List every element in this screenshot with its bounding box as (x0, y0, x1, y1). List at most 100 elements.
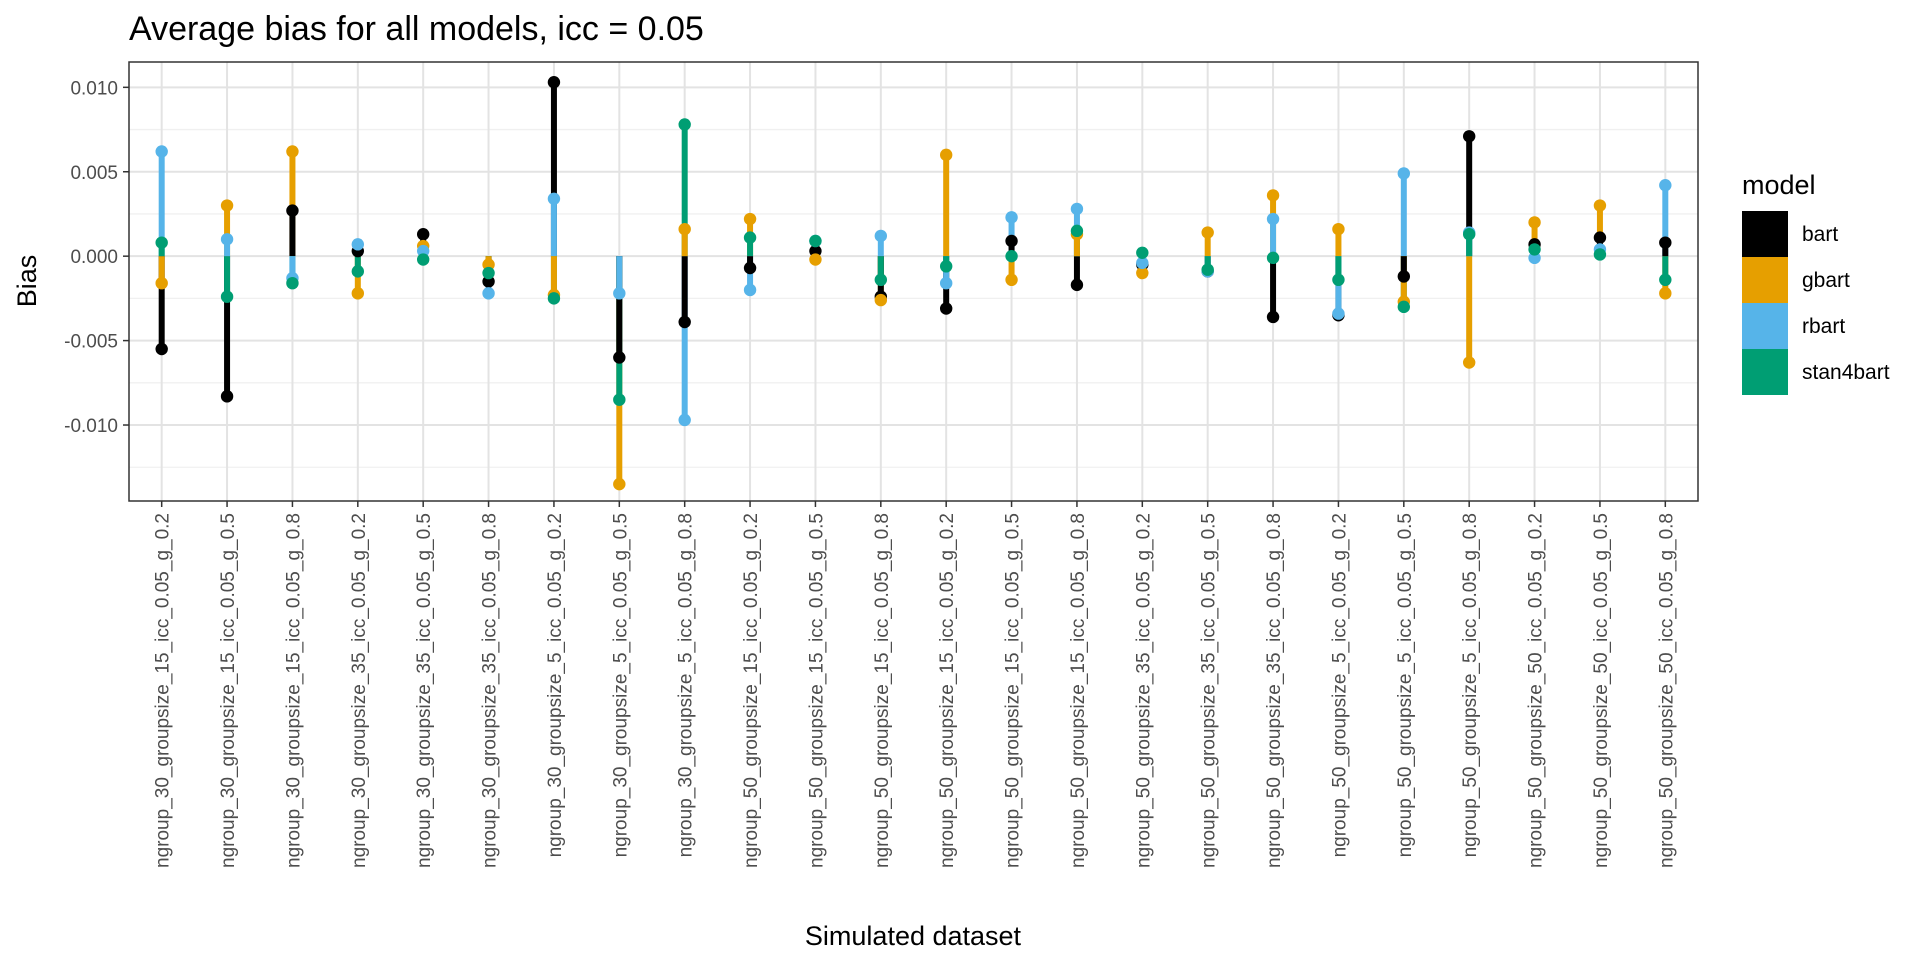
x-tick-label: ngroup_30_groupsize_15_icc_0.05_g_0.2 (153, 513, 174, 868)
point-bart (155, 342, 168, 356)
point-stan4bart (1397, 300, 1411, 314)
y-tick-label: 0.010 (70, 78, 118, 99)
x-tick-label: ngroup_50_groupsize_15_icc_0.05_g_0.2 (937, 513, 958, 868)
point-stan4bart (874, 273, 888, 287)
point-gbart (1332, 222, 1345, 236)
point-bart (1593, 231, 1607, 244)
point-bart (1462, 130, 1476, 143)
point-gbart (1201, 226, 1214, 239)
x-tick-label: ngroup_50_groupsize_5_icc_0.05_g_0.2 (1329, 513, 1350, 857)
point-stan4bart (1201, 263, 1214, 276)
point-rbart (1659, 179, 1672, 192)
x-tick-label: ngroup_50_groupsize_5_icc_0.05_g_0.5 (1395, 513, 1416, 857)
legend-key-gbart (1742, 257, 1788, 303)
point-rbart (1070, 202, 1084, 216)
point-rbart (939, 276, 953, 290)
point-bart (286, 204, 299, 217)
point-bart (1397, 270, 1411, 283)
x-tick-label: ngroup_50_groupsize_15_icc_0.05_g_0.2 (741, 513, 762, 868)
point-bart (547, 76, 561, 89)
y-tick-label: 0.005 (70, 163, 118, 184)
point-bart (939, 302, 953, 315)
legend-title: model (1742, 170, 1816, 200)
point-stan4bart (286, 276, 299, 290)
x-tick-label: ngroup_30_groupsize_5_icc_0.05_g_0.5 (610, 513, 631, 857)
point-rbart (1397, 167, 1411, 180)
point-bart (613, 351, 626, 364)
legend-label-rbart: rbart (1802, 315, 1845, 338)
point-stan4bart (1332, 273, 1345, 287)
point-gbart (939, 148, 953, 162)
point-gbart (1005, 273, 1018, 287)
legend-key-bart (1742, 211, 1788, 257)
y-tick-label: -0.005 (64, 332, 118, 353)
point-stan4bart (809, 234, 822, 248)
y-axis: -0.010 -0.005 0.000 0.005 0.010 (64, 78, 129, 437)
point-bart (1005, 234, 1018, 248)
point-gbart (874, 293, 888, 307)
point-stan4bart (155, 236, 168, 249)
point-rbart (1005, 211, 1018, 224)
x-tick-label: ngroup_30_groupsize_15_icc_0.05_g_0.5 (218, 513, 239, 868)
x-tick-label: ngroup_30_groupsize_35_icc_0.05_g_0.2 (349, 513, 370, 868)
x-tick-label: ngroup_50_groupsize_15_icc_0.05_g_0.5 (1003, 513, 1024, 868)
x-tick-label: ngroup_50_groupsize_5_icc_0.05_g_0.8 (1460, 513, 1481, 857)
point-rbart (1136, 256, 1149, 270)
point-stan4bart (547, 292, 561, 305)
point-bart (1070, 278, 1084, 292)
point-gbart (1462, 356, 1476, 369)
point-rbart (351, 238, 365, 251)
x-tick-label: ngroup_50_groupsize_15_icc_0.05_g_0.8 (1068, 513, 1089, 868)
point-rbart (1266, 212, 1280, 226)
point-stan4bart (1266, 251, 1280, 265)
point-bart (678, 315, 691, 329)
legend-label-stan4bart: stan4bart (1802, 361, 1890, 384)
x-axis-title: Simulated dataset (805, 921, 1022, 951)
point-stan4bart (613, 393, 626, 406)
x-tick-label: ngroup_50_groupsize_15_icc_0.05_g_0.8 (872, 513, 893, 868)
point-stan4bart (220, 290, 234, 303)
panel-rect (129, 62, 1698, 501)
x-axis: ngroup_30_groupsize_15_icc_0.05_g_0.2 ngr… (153, 501, 1677, 868)
y-axis-title: Bias (12, 255, 42, 308)
point-gbart (286, 145, 299, 158)
point-rbart (743, 283, 757, 297)
point-rbart (155, 145, 168, 158)
point-stan4bart (1136, 246, 1149, 259)
bias-points (155, 76, 1672, 491)
x-tick-label: ngroup_30_groupsize_15_icc_0.05_g_0.8 (283, 513, 304, 868)
point-rbart (613, 287, 626, 300)
point-bart (1266, 310, 1280, 324)
x-tick-label: ngroup_30_groupsize_5_icc_0.05_g_0.8 (676, 513, 697, 857)
x-tick-label: ngroup_30_groupsize_35_icc_0.05_g_0.8 (480, 513, 501, 868)
point-rbart (1332, 307, 1345, 320)
point-gbart (1659, 287, 1672, 300)
point-gbart (1266, 189, 1280, 202)
point-stan4bart (1462, 228, 1476, 241)
legend-key-rbart (1742, 303, 1788, 349)
x-tick-label: ngroup_50_groupsize_50_icc_0.05_g_0.5 (1591, 513, 1612, 868)
plot-background (129, 62, 1698, 501)
x-tick-label: ngroup_50_groupsize_15_icc_0.05_g_0.5 (806, 513, 827, 868)
x-tick-label: ngroup_50_groupsize_35_icc_0.05_g_0.2 (1133, 513, 1154, 868)
x-tick-label: ngroup_50_groupsize_35_icc_0.05_g_0.5 (1199, 513, 1220, 868)
point-bart (416, 228, 430, 241)
legend-key-stan4bart (1742, 349, 1788, 395)
y-tick-label: 0.000 (70, 247, 118, 268)
point-stan4bart (351, 265, 365, 278)
point-rbart (678, 413, 691, 427)
point-gbart (1136, 266, 1149, 280)
y-tick-label: -0.010 (64, 416, 118, 437)
point-rbart (220, 233, 234, 246)
plot-frame (128, 61, 1699, 502)
legend-label-gbart: gbart (1802, 269, 1850, 292)
legend-label-bart: bart (1802, 223, 1838, 246)
point-stan4bart (743, 231, 757, 244)
point-gbart (743, 212, 757, 226)
point-stan4bart (1005, 249, 1018, 263)
point-bart (220, 390, 234, 403)
point-gbart (613, 477, 626, 491)
point-stan4bart (416, 253, 430, 266)
